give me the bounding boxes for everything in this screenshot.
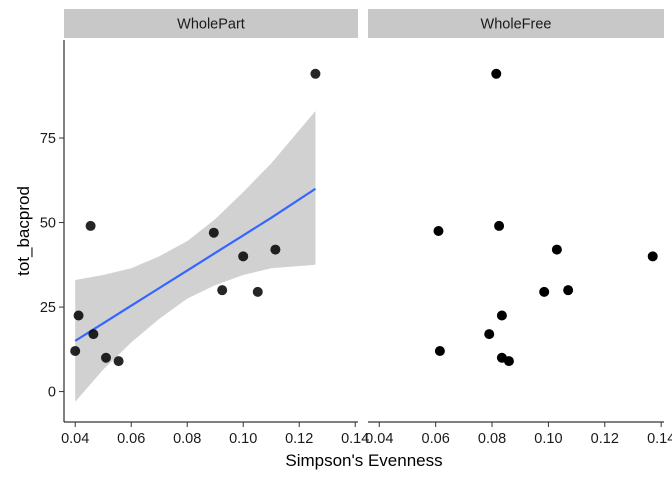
data-point: [551, 244, 562, 255]
data-point: [270, 244, 281, 255]
data-point: [484, 329, 495, 340]
y-tick-label: 75: [40, 131, 56, 147]
x-tick-label: 0.10: [534, 431, 562, 447]
data-point: [434, 346, 445, 357]
x-tick-label: 0.14: [341, 431, 369, 447]
facet-strip: [368, 9, 664, 38]
x-tick-label: 0.08: [173, 431, 201, 447]
data-point: [310, 68, 321, 79]
data-point: [433, 226, 444, 236]
data-point: [494, 220, 505, 231]
data-point: [503, 356, 514, 367]
data-point: [73, 310, 84, 321]
x-tick-label: 0.10: [229, 431, 257, 447]
data-point: [647, 251, 658, 262]
x-tick-label: 0.06: [422, 431, 450, 447]
y-tick-label: 50: [40, 216, 56, 232]
data-point: [85, 220, 96, 231]
data-point: [101, 352, 111, 363]
facet-strip-label: WholePart: [177, 17, 245, 33]
x-tick-label: 0.12: [285, 431, 313, 447]
data-point: [208, 227, 219, 238]
y-tick-label: 25: [40, 300, 56, 316]
data-point: [563, 285, 574, 296]
facet-strip: [64, 9, 358, 38]
data-point: [70, 346, 81, 357]
data-point: [238, 251, 249, 262]
x-tick-label: 0.12: [591, 431, 619, 447]
data-point: [539, 286, 550, 297]
x-tick-label: 0.04: [365, 431, 393, 447]
y-axis-title: tot_bacprod: [14, 186, 33, 276]
data-point: [496, 310, 507, 321]
data-point: [217, 285, 228, 296]
x-axis-title: Simpson's Evenness: [285, 451, 442, 470]
y-tick-label: 0: [48, 385, 56, 401]
x-tick-label: 0.04: [61, 431, 89, 447]
data-point: [491, 68, 502, 79]
facet-strip-label: WholeFree: [481, 17, 552, 33]
data-point: [252, 286, 263, 297]
x-tick-label: 0.14: [647, 431, 672, 447]
data-point: [113, 356, 124, 367]
x-tick-label: 0.08: [478, 431, 506, 447]
data-point: [88, 329, 99, 340]
x-tick-label: 0.06: [117, 431, 145, 447]
regression-line: [74, 187, 317, 342]
confidence-band: [75, 110, 316, 402]
